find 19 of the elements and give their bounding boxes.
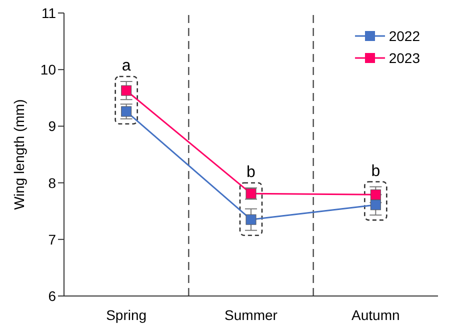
y-tick-label: 8: [48, 174, 56, 191]
y-tick-label: 10: [40, 62, 56, 78]
point: [370, 189, 381, 200]
x-tick-label: Spring: [106, 306, 147, 323]
y-tick-label: 9: [48, 118, 56, 134]
annotation: a: [122, 57, 131, 74]
y-axis-title: Wing length (mm): [11, 99, 27, 210]
y-tick-label: 11: [41, 4, 56, 21]
annotation: b: [371, 162, 380, 180]
point: [246, 214, 256, 225]
y-tick-label: 7: [48, 231, 56, 248]
point: [121, 85, 132, 96]
annotation: b: [246, 164, 256, 181]
legend-label: 2022: [388, 28, 420, 44]
x-tick-label: Autumn: [352, 306, 400, 323]
legend-label: 2023: [388, 50, 420, 66]
y-tick-label: 6: [48, 288, 56, 304]
x-tick-label: Summer: [224, 306, 278, 323]
point: [121, 106, 132, 117]
